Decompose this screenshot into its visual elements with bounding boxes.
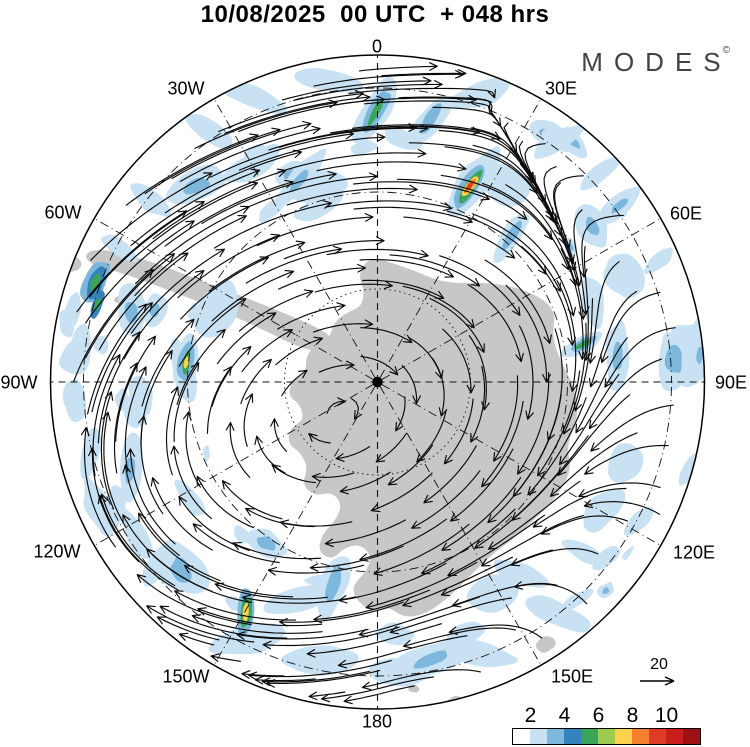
reference-arrow-icon: [640, 676, 675, 686]
colorbar-tick: 4: [558, 704, 571, 727]
pole-dot: [372, 376, 383, 388]
colorbar-tick: 10: [654, 704, 679, 727]
colorbar-segment: [581, 729, 598, 744]
page-title: 10/08/2025 00 UTC + 048 hrs: [200, 1, 550, 28]
colorbar-segment: [530, 729, 547, 744]
modes-logo-text: MODES: [581, 47, 732, 77]
colorbar-segment: [513, 729, 530, 744]
colorbar-bar: [512, 728, 701, 745]
longitude-label-120E: 120E: [672, 542, 716, 563]
longitude-label-120W: 120W: [33, 541, 81, 562]
modes-logo: MODES ©: [581, 45, 732, 78]
colorbar-tick: 8: [626, 704, 639, 727]
longitude-label-60W: 60W: [44, 202, 82, 223]
colorbar-segment: [649, 729, 666, 744]
longitude-label-30W: 30W: [167, 78, 205, 99]
longitude-label-0: 0: [371, 36, 383, 57]
colorbar-segment: [598, 729, 615, 744]
longitude-label-30E: 30E: [544, 78, 578, 99]
longitude-label-150W: 150W: [162, 666, 210, 687]
colorbar-segment: [666, 729, 683, 744]
colorbar-segment: [564, 729, 581, 744]
reference-vector-value: 20: [650, 656, 668, 673]
longitude-label-90W: 90W: [0, 372, 38, 393]
colorbar-segment: [683, 729, 700, 744]
reference-vector: 20: [634, 656, 684, 698]
longitude-label-150E: 150E: [550, 666, 594, 687]
longitude-label-90E: 90E: [714, 372, 748, 393]
colorbar-segment: [615, 729, 632, 744]
longitude-label-60E: 60E: [669, 203, 703, 224]
map-layers: [50, 55, 705, 709]
colorbar-tick: 2: [524, 704, 537, 727]
colorbar-segment: [632, 729, 649, 744]
copyright-icon: ©: [722, 45, 730, 56]
colorbar-tick: 6: [592, 704, 605, 727]
wind-arrows-layer: [73, 62, 676, 705]
map-rim: [49, 54, 706, 710]
colorbar: 2 4 6 8 10: [512, 704, 702, 747]
colorbar-segment: [547, 729, 564, 744]
graticule-layer: [50, 55, 705, 709]
longitude-label-180: 180: [361, 711, 393, 732]
